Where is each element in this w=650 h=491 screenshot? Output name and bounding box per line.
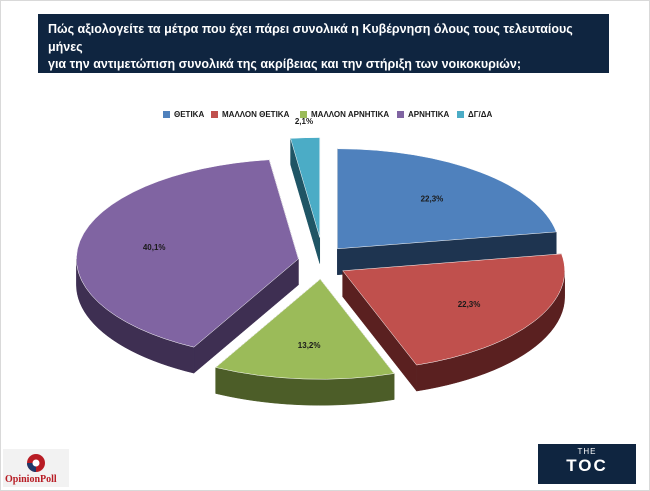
chart-legend: ΘΕΤΙΚΑ ΜΑΛΛΟΝ ΘΕΤΙΚΑ ΜΑΛΛΟΝ ΑΡΝΗΤΙΚΑ ΑΡΝΗΤΙ… <box>0 108 650 122</box>
data-label-3: 40,1% <box>143 243 166 252</box>
legend-item-0: ΘΕΤΙΚΑ <box>163 108 204 120</box>
chart-title-line-2: για την αντιμετώπιση συνολικά της ακρίβε… <box>48 57 521 71</box>
pie-slice-0 <box>337 148 557 276</box>
the-toc-logo-small: THE <box>577 447 597 456</box>
pie-slice-top-2 <box>215 278 395 380</box>
pie-slice-top-3 <box>76 159 299 348</box>
pie-slice-2 <box>215 278 395 406</box>
data-label-1: 22,3% <box>458 300 481 309</box>
legend-label-2: ΜΑΛΛΟΝ ΑΡΝΗΤΙΚΑ <box>311 109 390 119</box>
legend-swatch-0 <box>163 110 170 118</box>
legend-item-3: ΑΡΝΗΤΙΚΑ <box>397 108 449 120</box>
legend-item-4: ΔΓ/ΔΑ <box>457 108 492 120</box>
legend-swatch-1 <box>211 110 218 118</box>
pie-slice-top-1 <box>342 253 565 366</box>
legend-item-1: ΜΑΛΛΟΝ ΘΕΤΙΚΑ <box>211 108 289 120</box>
pie-slice-top-0 <box>337 148 557 250</box>
legend-label-0: ΘΕΤΙΚΑ <box>174 109 205 119</box>
legend-swatch-2 <box>300 110 307 118</box>
legend-swatch-3 <box>397 110 404 118</box>
opinionpoll-logo-text: OpinionPoll <box>5 474 57 485</box>
the-toc-logo-big: TOC <box>566 456 608 475</box>
data-label-4: 2,1% <box>295 117 313 126</box>
opinionpoll-logo: OpinionPoll <box>3 449 69 487</box>
the-toc-logo: THE TOC <box>538 444 636 484</box>
pie-slice-4 <box>290 137 321 264</box>
legend-label-3: ΑΡΝΗΤΙΚΑ <box>408 109 450 119</box>
pie-slice-3 <box>76 159 299 374</box>
legend-item-2: ΜΑΛΛΟΝ ΑΡΝΗΤΙΚΑ <box>300 108 389 120</box>
pie-slice-top-4 <box>290 137 321 238</box>
chart-title: Πώς αξιολογείτε τα μέτρα που έχει πάρει … <box>38 14 609 73</box>
legend-label-1: ΜΑΛΛΟΝ ΘΕΤΙΚΑ <box>222 109 290 119</box>
data-label-2: 13,2% <box>298 341 321 350</box>
legend-label-4: ΔΓ/ΔΑ <box>468 109 493 119</box>
pie-slice-1 <box>342 253 565 392</box>
legend-swatch-4 <box>457 110 464 118</box>
chart-title-line-1: Πώς αξιολογείτε τα μέτρα που έχει πάρει … <box>48 22 573 54</box>
opinionpoll-emblem-icon <box>27 454 45 472</box>
data-label-0: 22,3% <box>421 194 444 203</box>
